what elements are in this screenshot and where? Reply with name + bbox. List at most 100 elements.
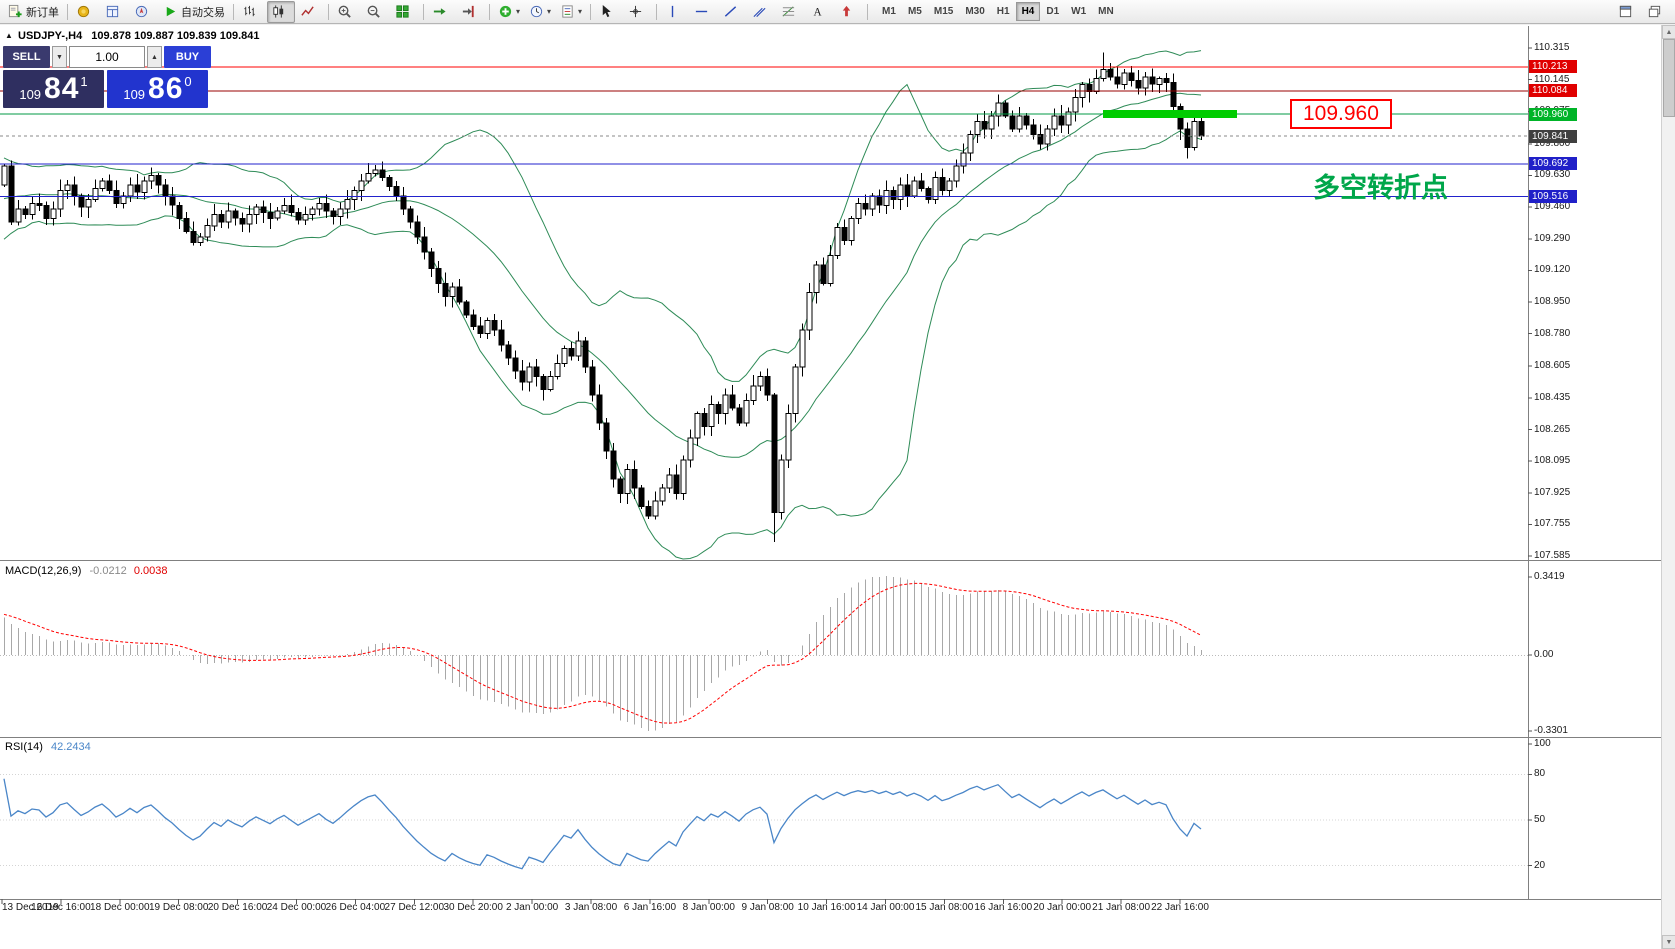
fibonacci-button[interactable] — [777, 1, 805, 23]
buy-price-display[interactable]: 109 86 0 — [107, 70, 208, 108]
time-axis-label: 16 Dec 16:00 — [31, 902, 91, 913]
crosshair-button[interactable] — [624, 1, 652, 23]
candle — [120, 192, 127, 209]
toolbar-separator — [423, 3, 424, 20]
candle — [302, 206, 309, 226]
one-click-collapse-icon[interactable]: ▲ — [5, 31, 13, 40]
candle — [316, 197, 323, 216]
price-annotation-box[interactable]: 109.960 — [1290, 99, 1392, 129]
candles-layer — [1, 52, 1205, 543]
navigator-button[interactable] — [130, 1, 158, 23]
candlestick-chart-button[interactable] — [267, 0, 295, 23]
time-axis-label: 20 Jan 00:00 — [1033, 902, 1092, 913]
templates-icon — [560, 4, 575, 19]
timeframe-m5-button[interactable]: M5 — [907, 6, 922, 17]
float-window-button[interactable] — [1643, 1, 1671, 23]
time-axis-label: 30 Dec 20:00 — [443, 902, 503, 913]
candle — [904, 174, 911, 207]
horizontal-line-objects[interactable] — [0, 66, 1528, 198]
candle — [568, 342, 575, 361]
candle — [484, 317, 491, 339]
quote-ohlc: 109.878 109.887 109.839 109.841 — [91, 30, 260, 42]
price-tick-label: 107.925 — [1534, 486, 1571, 498]
time-axis-label: 24 Dec 00:00 — [266, 902, 327, 913]
scrollbar-thumb[interactable] — [1663, 39, 1675, 117]
macd-signal-line — [3, 582, 1202, 724]
timeframe-h4-button[interactable]: H4 — [1015, 2, 1041, 21]
timeframe-d1-button[interactable]: D1 — [1046, 6, 1060, 17]
candle — [449, 282, 456, 308]
candle — [1142, 72, 1149, 96]
candle — [1002, 100, 1009, 119]
scrollbar-up-icon[interactable]: ▲ — [1662, 25, 1675, 39]
auto-scroll-icon — [432, 4, 447, 19]
new-order-button[interactable]: 新订单 — [4, 1, 63, 23]
candle — [806, 282, 813, 340]
line-chart-button[interactable] — [296, 1, 324, 23]
candle — [540, 374, 547, 401]
timeframe-m15-button[interactable]: M15 — [933, 6, 954, 17]
periods-button[interactable]: ▾ — [525, 1, 555, 23]
candle — [456, 279, 463, 305]
arrows-button[interactable] — [835, 1, 863, 23]
candle — [274, 206, 281, 221]
candle — [512, 350, 519, 379]
candle — [925, 186, 932, 204]
indicators-button[interactable]: ▾ — [494, 1, 524, 23]
cursor-button[interactable] — [595, 1, 623, 23]
autotrading-label: 自动交易 — [181, 6, 225, 19]
timeframe-w1-button[interactable]: W1 — [1071, 6, 1087, 17]
candle — [911, 176, 918, 199]
templates-button[interactable]: ▾ — [556, 1, 586, 23]
auto-scroll-button[interactable] — [428, 1, 456, 23]
market-watch-button[interactable] — [72, 1, 100, 23]
candle — [750, 375, 757, 405]
data-window-button[interactable] — [101, 1, 129, 23]
candle — [946, 178, 953, 197]
candle — [183, 211, 190, 234]
candle — [841, 219, 848, 245]
scrollbar-down-icon[interactable]: ▼ — [1662, 935, 1675, 949]
chart-shift-button[interactable] — [457, 1, 485, 23]
pivot-annotation-text[interactable]: 多空转折点 — [1313, 173, 1448, 204]
trendline-button[interactable] — [719, 1, 747, 23]
autotrading-button[interactable]: 自动交易 — [159, 1, 229, 23]
toolbar-separator — [590, 3, 592, 20]
buy-button[interactable]: BUY — [164, 46, 211, 68]
vertical-scrollbar[interactable]: ▲ ▼ — [1661, 25, 1675, 949]
sell-price-head: 109 — [19, 86, 42, 102]
candle — [960, 143, 967, 174]
channel-button[interactable] — [748, 1, 776, 23]
candle — [974, 114, 981, 144]
volume-increase-button[interactable]: ▲ — [147, 46, 162, 68]
text-button[interactable]: A — [806, 1, 834, 23]
volume-input[interactable] — [69, 46, 145, 68]
candle — [414, 215, 421, 245]
zoom-out-button[interactable] — [362, 1, 390, 23]
price-tick-label: 107.755 — [1534, 518, 1571, 530]
candle — [337, 202, 344, 226]
timeframe-m30-button[interactable]: M30 — [965, 6, 985, 17]
candle — [589, 359, 596, 402]
timeframe-m1-button[interactable]: M1 — [882, 6, 896, 17]
candle — [575, 331, 582, 362]
volume-decrease-button[interactable]: ▼ — [52, 46, 67, 68]
price-level-tag: 110.084 — [1529, 84, 1577, 98]
sell-button[interactable]: SELL — [3, 46, 50, 68]
support-bar-object[interactable] — [1103, 110, 1237, 119]
timeframe-mn-button[interactable]: MN — [1098, 6, 1114, 17]
sell-price-display[interactable]: 109 84 1 — [3, 70, 104, 108]
candle — [470, 309, 477, 330]
bar-chart-button[interactable] — [238, 1, 266, 23]
timeframe-h1-button[interactable]: H1 — [996, 6, 1010, 17]
horizontal-line-button[interactable] — [690, 1, 718, 23]
new-order-label: 新订单 — [26, 6, 59, 19]
tile-windows-button[interactable] — [391, 1, 419, 23]
candle — [1121, 69, 1128, 90]
candle — [211, 203, 218, 231]
vertical-line-button[interactable] — [661, 1, 689, 23]
dock-window-button[interactable] — [1614, 1, 1642, 23]
zoom-in-button[interactable] — [333, 1, 361, 23]
candle — [43, 201, 50, 225]
